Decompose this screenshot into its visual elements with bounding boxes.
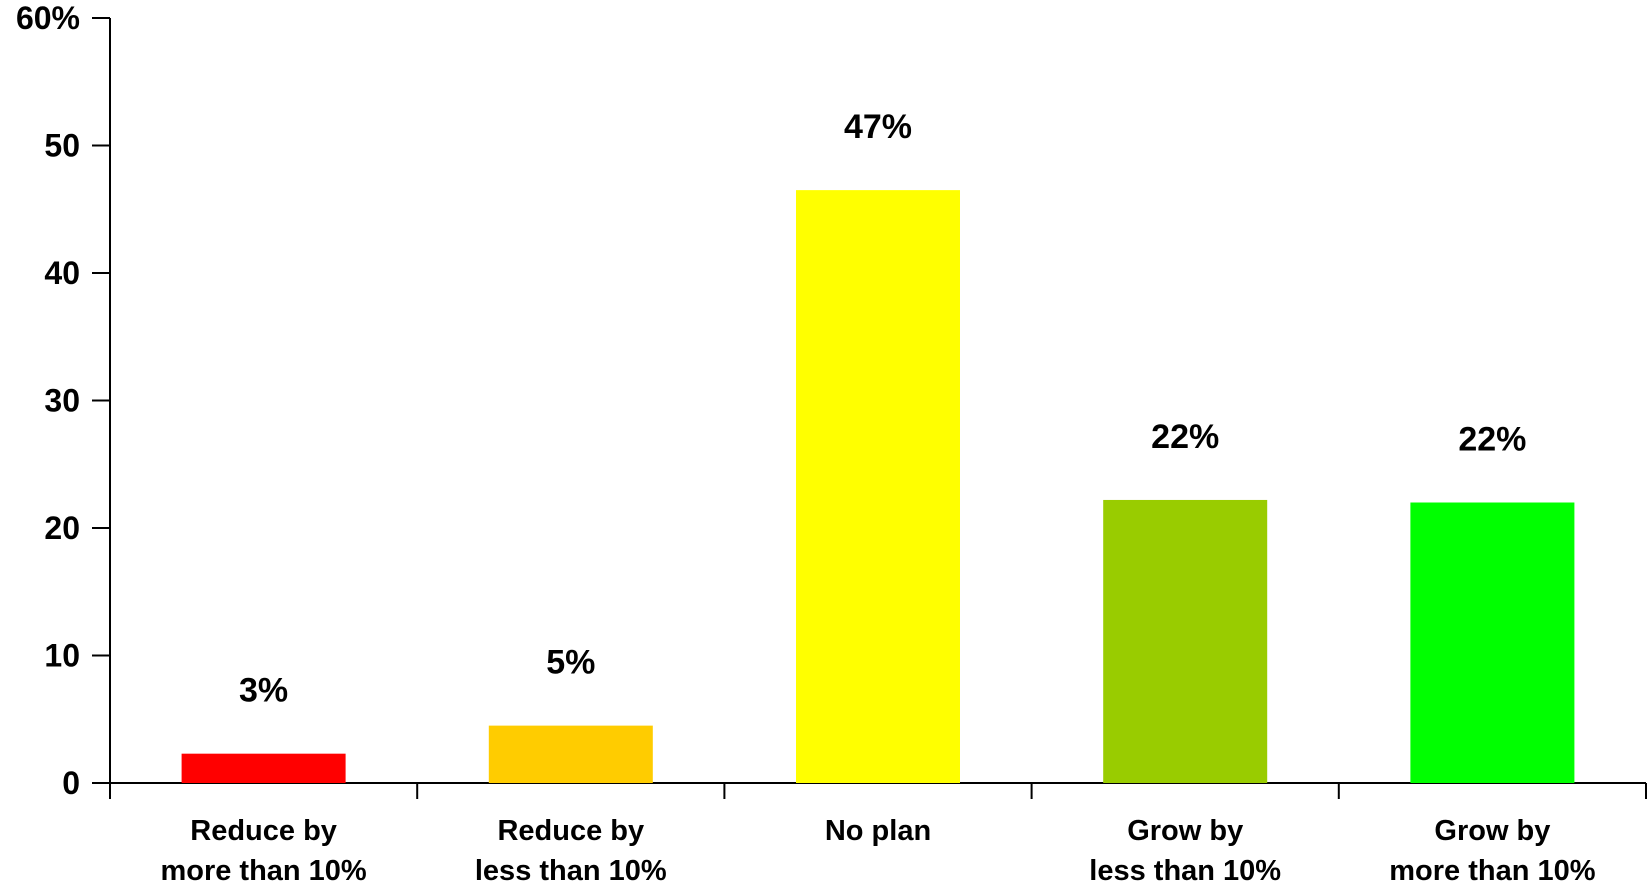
y-tick-label: 30 [44,383,80,419]
data-label: 5% [546,644,595,682]
data-label: 3% [239,672,288,710]
category-label: less than 10% [475,855,667,887]
category-label: Grow by [1127,815,1243,847]
category-labels: Reduce by more than 10% Reduce by less than… [160,815,1595,887]
category-label: less than 10% [1089,855,1281,887]
category-label: Reduce by [497,815,644,847]
y-tick-label: 20 [44,510,80,546]
bar [181,753,346,783]
category-label: Reduce by [190,815,337,847]
category-label: No plan [825,815,931,847]
data-label: 47% [844,108,912,146]
bar [1410,502,1575,783]
data-label: 22% [1458,421,1526,459]
category-label: more than 10% [1389,855,1595,887]
data-labels: 3% 5% 47% 22% 22% [239,108,1526,710]
bar [488,725,653,783]
y-axis: 0 10 20 30 40 50 60% [16,0,111,801]
category-label: more than 10% [160,855,366,887]
y-tick-label: 0 [62,765,80,801]
y-tick-label: 50 [44,128,80,164]
bar [796,190,960,783]
y-tick-label: 60% [16,0,80,36]
x-axis [109,782,1647,799]
y-tick-label: 10 [44,638,80,674]
y-tick-label: 40 [44,255,80,291]
bars [181,190,1575,783]
bar [1103,499,1268,783]
category-label: Grow by [1434,815,1550,847]
data-label: 22% [1151,418,1219,456]
